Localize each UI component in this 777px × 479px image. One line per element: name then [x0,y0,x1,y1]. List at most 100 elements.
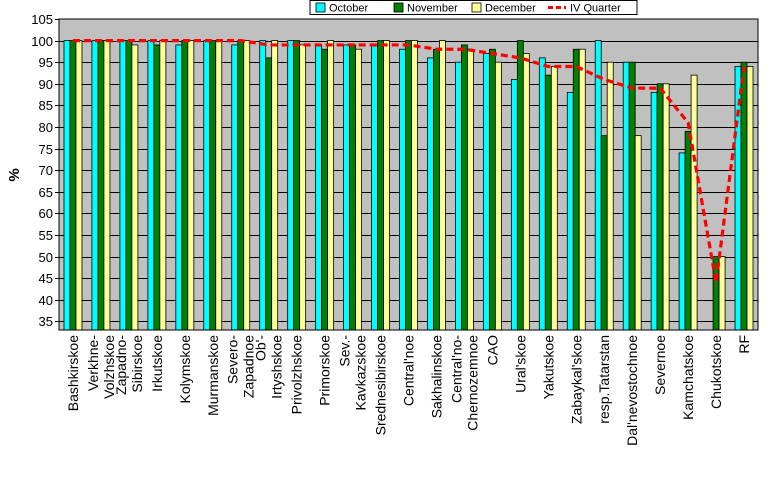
bar-october [119,40,127,331]
bar-october [399,48,406,331]
legend: October November December IV Quarter [309,0,638,15]
bar-november [544,74,552,331]
x-tick-label: RF [736,335,752,354]
x-tick-label: resp.Tatarstan [596,335,612,424]
x-tick-label: Sakhalinskoe [428,335,444,418]
bar-october [427,57,434,331]
y-tick-label: 95 [39,55,53,70]
bar-november [433,48,440,331]
bar-october [259,40,267,331]
bar-november [265,57,273,331]
bar-november [488,48,496,331]
x-tick-label: Sev.-Kavkazskoe [337,335,369,411]
bar-october [63,40,71,331]
bar-november [740,61,748,331]
y-axis-label: % [6,168,23,181]
bar-october [147,40,155,331]
x-tick-label: Bashkirskoe [65,335,81,411]
bar-december [634,135,642,331]
bar-october [594,40,602,331]
bar-november [237,40,245,331]
bar-october [734,66,742,331]
bar-october [203,40,211,331]
bar-december [131,44,139,331]
bar-december [187,40,195,331]
line-series-iv-quarter [72,38,746,285]
bar-october [510,79,518,331]
bar-november [656,83,664,331]
y-tick-label: 40 [39,293,53,308]
bar-october [678,152,686,331]
y-tick-label: 105 [31,12,53,27]
bar-december [494,61,502,331]
bar-november [349,44,356,331]
y-tick-label: 45 [39,271,53,286]
bar-november [69,40,77,331]
bar-november [461,44,468,331]
x-tick-label: Dal'nevostochnoe [624,335,640,446]
bar-november [572,48,580,331]
plot-frame [58,18,759,331]
bar-october [175,44,183,331]
x-tick-label: Murmanskoe [205,335,221,416]
x-tick-label: Chukotskoe [708,335,724,409]
bar-november [684,130,692,331]
x-tick-label: Yakutskoe [540,335,556,400]
x-tick-label: Primorskoe [317,335,333,406]
bar-october [343,44,350,331]
bar-december [606,61,614,331]
legend-swatch [393,2,404,13]
y-tick-label: 100 [31,34,53,49]
y-tick-label: 60 [39,206,53,221]
legend-swatch [471,2,482,13]
legend-label: October [329,3,368,15]
x-tick-label: Ob'-Irtyshskoe [253,335,285,399]
bar-october [538,57,546,331]
bar-december [159,40,167,331]
bar-october [287,40,295,331]
legend-label: December [485,3,536,15]
bar-december [746,66,754,331]
bar-november [125,40,133,331]
bar-november [293,40,301,331]
bar-october [482,53,490,331]
bar-december [662,83,670,331]
bar-december [550,66,558,331]
bar-december [103,40,111,331]
x-tick-label: Kolymskoe [177,335,193,404]
legend-item: November [393,2,458,15]
bar-october [231,44,239,331]
bar-december [718,256,726,331]
x-tick-label: Kamchatskoe [680,335,696,420]
legend-swatch [315,2,326,13]
x-tick-label: Central'no-Chernozemnoe [448,335,480,431]
x-tick-label: Zabaykal'skoe [568,335,584,424]
y-tick-label: 85 [39,98,53,113]
y-tick-label: 80 [39,120,53,135]
x-tick-label: Privolzhskoe [289,335,305,415]
legend-item: IV Quarter [548,3,621,15]
bar-december [522,53,530,331]
bar-november [181,40,189,331]
bar-november [628,61,636,331]
x-tick-label: Verkhne-Volzhskoe [85,335,117,399]
bar-november [209,40,217,331]
bar-october [371,44,378,331]
x-tick-label: Irkutskoe [149,335,165,392]
legend-label: November [407,3,458,15]
bar-december [215,40,223,331]
bar-december [578,48,586,331]
y-tick-label: 50 [39,250,53,265]
legend-item: October [315,2,368,15]
bar-october [650,92,658,331]
bar-october [455,61,462,331]
bar-october [622,61,630,331]
bar-november [321,48,329,331]
y-axis-ticks: 35 40 45 50 55 60 65 70 75 80 85 90 95 100 105 [31,12,59,329]
quarter-line [72,38,746,285]
bar-december [327,40,335,331]
x-tick-label: CAO [484,335,500,365]
bar-november [377,40,384,331]
bar-december [355,48,362,331]
